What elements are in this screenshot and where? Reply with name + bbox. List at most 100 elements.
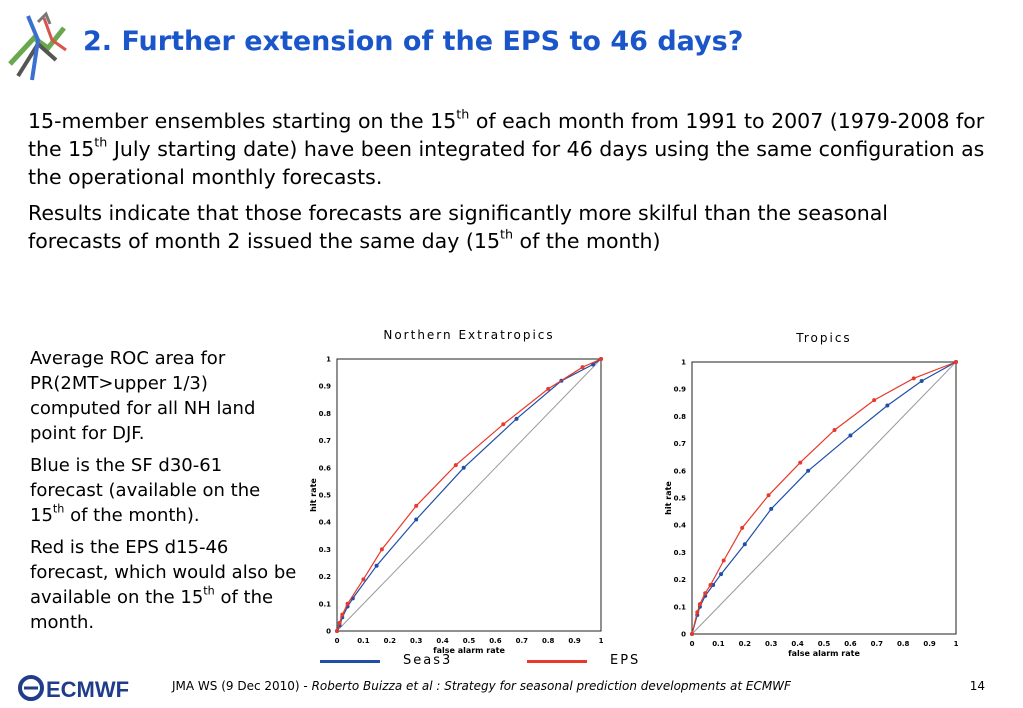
series-point-1: [546, 386, 551, 391]
y-tick-label: 0.8: [319, 410, 332, 418]
p2-sup: th: [499, 226, 514, 242]
footer-event: JMA WS (9 Dec 2010) -: [172, 679, 308, 693]
y-tick-label: 0.1: [319, 600, 332, 608]
y-tick-label: 0.2: [674, 576, 687, 584]
footer: ECMWF JMA WS (9 Dec 2010) - Roberto Buiz…: [0, 672, 1023, 708]
series-point-1: [340, 612, 345, 617]
x-tick-label: 0: [335, 637, 340, 645]
y-tick-label: 0.5: [319, 492, 332, 500]
x-tick-label: 1: [954, 640, 959, 648]
x-tick-label: 0.9: [568, 637, 581, 645]
y-tick-label: 0.9: [319, 383, 332, 391]
x-tick-label: 0.4: [791, 640, 804, 648]
note-blue-sup: th: [52, 502, 65, 516]
chart-legend: Seas3 EPS: [320, 650, 660, 674]
y-axis-label: hit rate: [309, 478, 318, 512]
y-tick-label: 1: [326, 356, 331, 364]
x-tick-label: 0.7: [516, 637, 529, 645]
note-blue-a: Blue is the SF d30-61 forecast (availabl…: [30, 455, 261, 526]
y-tick-label: 0.9: [674, 386, 687, 394]
y-tick-label: 0.2: [319, 573, 332, 581]
x-tick-label: 0.5: [463, 637, 476, 645]
note-roc: Average ROC area for PR(2MT>upper 1/3) c…: [30, 348, 256, 444]
legend-swatch-seas3: [320, 660, 380, 663]
y-tick-label: 0: [681, 631, 686, 639]
paragraph-results: Results indicate that those forecasts ar…: [28, 199, 988, 255]
footer-citation: JMA WS (9 Dec 2010) - Roberto Buizza et …: [172, 679, 791, 693]
p2-text-b: of the month): [513, 229, 661, 253]
y-tick-label: 0.6: [319, 464, 332, 472]
p2-text-a: Results indicate that those forecasts ar…: [28, 201, 888, 253]
series-point-1: [798, 460, 803, 465]
x-tick-label: 0.1: [712, 640, 725, 648]
x-axis-label: false alarm rate: [788, 649, 860, 658]
series-point-1: [453, 463, 458, 468]
y-tick-label: 0: [326, 628, 331, 636]
note-red-b: of the month.: [30, 587, 274, 633]
series-point-1: [501, 422, 506, 427]
y-tick-label: 0.5: [674, 495, 687, 503]
x-tick-label: 0.6: [844, 640, 857, 648]
p1-sup-1: th: [456, 106, 470, 122]
roc-chart-tropics: Tropics 00 0.1 0.1 0.2 0.2 0.3 0.3 0.4 0.4 0.5 0.5 0…: [664, 331, 959, 658]
plot-frame: [336, 358, 602, 632]
series-point-1: [740, 525, 745, 530]
x-tick-label: 0.6: [489, 637, 502, 645]
series-point-1: [766, 493, 771, 498]
x-tick-label: 1: [599, 637, 604, 645]
y-tick-label: 0.7: [674, 440, 687, 448]
x-tick-label: 0.3: [765, 640, 778, 648]
y-axis-label: hit rate: [664, 481, 673, 515]
y-tick-label: 0.6: [674, 467, 687, 475]
x-tick-label: 0: [690, 640, 695, 648]
series-point-1: [695, 610, 700, 615]
x-tick-label: 0.1: [357, 637, 370, 645]
chart-title: Tropics: [795, 331, 851, 345]
legend-label-eps: EPS: [610, 653, 641, 668]
legend-swatch-eps: [527, 660, 587, 663]
series-point-1: [721, 558, 726, 563]
series-point-0: [742, 542, 747, 547]
x-tick-label: 0.2: [384, 637, 397, 645]
no-skill-diagonal: [336, 358, 602, 632]
series-point-1: [697, 602, 702, 607]
y-tick-label: 0.4: [319, 519, 332, 527]
slide-title: 2. Further extension of the EPS to 46 da…: [83, 26, 744, 57]
series-point-0: [769, 506, 774, 511]
y-tick-label: 0.3: [674, 549, 687, 557]
note-blue-b: of the month).: [64, 505, 200, 526]
x-tick-label: 0.7: [871, 640, 884, 648]
series-point-1: [337, 620, 342, 625]
x-tick-label: 0.2: [739, 640, 752, 648]
series-point-1: [872, 398, 877, 403]
y-tick-label: 1: [681, 359, 686, 367]
series-point-0: [374, 563, 379, 568]
x-tick-label: 0.8: [542, 637, 555, 645]
series-point-0: [806, 468, 811, 473]
series-point-1: [954, 360, 958, 364]
legend-label-seas3: Seas3: [403, 653, 453, 668]
series-point-1: [690, 632, 694, 636]
series-point-0: [414, 517, 419, 522]
intro-text: 15-member ensembles starting on the 15th…: [28, 107, 988, 263]
logo-text: ECMWF: [46, 677, 129, 701]
no-skill-diagonal: [691, 361, 957, 635]
series-point-1: [379, 547, 384, 552]
y-tick-label: 0.3: [319, 546, 332, 554]
series-point-1: [599, 357, 603, 361]
note-red-a: Red is the EPS d15-46 forecast, which wo…: [30, 537, 297, 608]
x-tick-label: 0.8: [897, 640, 910, 648]
series-point-1: [708, 583, 713, 588]
series-point-0: [719, 572, 724, 577]
x-tick-label: 0.5: [818, 640, 831, 648]
y-tick-label: 0.8: [674, 413, 687, 421]
series-point-0: [919, 379, 924, 384]
note-red: Red is the EPS d15-46 forecast, which wo…: [30, 535, 300, 635]
series-point-0: [848, 433, 853, 438]
p1-text-c: July starting date) have been integrated…: [28, 137, 985, 189]
series-point-0: [514, 416, 519, 421]
x-tick-label: 0.4: [436, 637, 449, 645]
footer-author: Roberto Buizza et al : Strategy for seas…: [311, 679, 791, 693]
y-tick-label: 0.1: [674, 603, 687, 611]
ecmwf-emblem-icon: [8, 11, 67, 81]
